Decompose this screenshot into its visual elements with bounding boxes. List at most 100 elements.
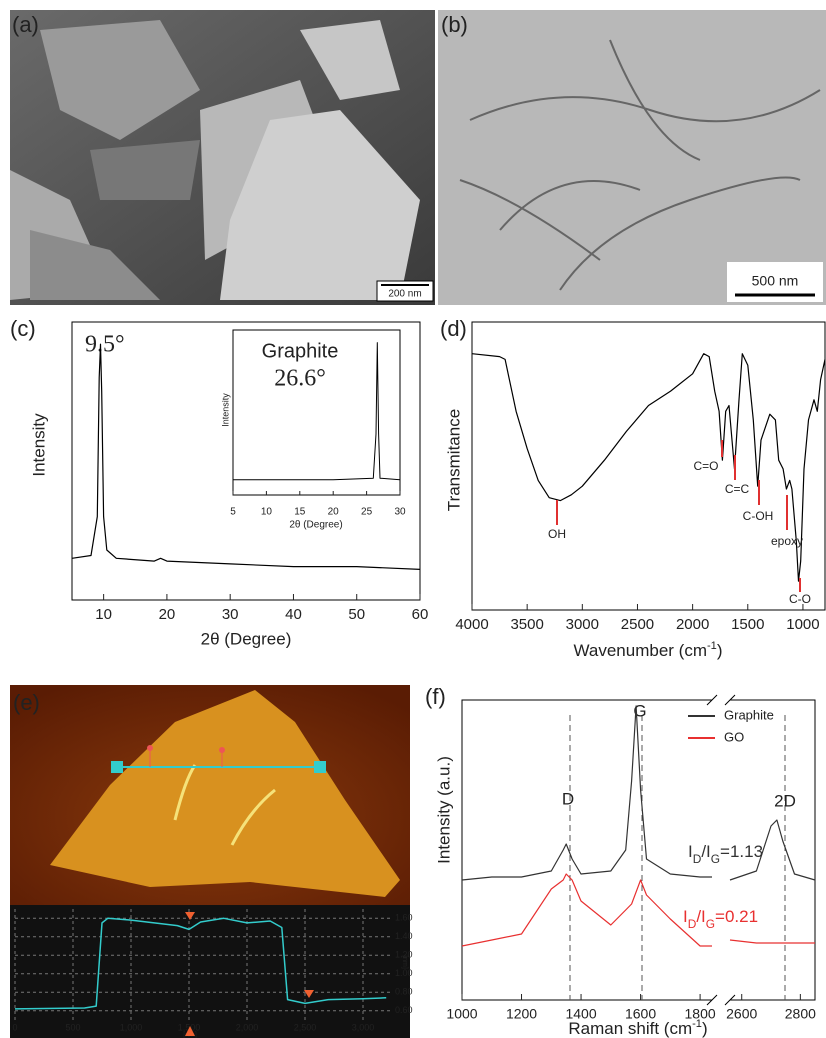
cursor-marker [304, 990, 314, 998]
ratio-label: ID/IG=1.13 [688, 842, 763, 866]
plot-frame [461, 699, 816, 1001]
x-tick-label: 1,500 [178, 1022, 201, 1032]
text-part: =1.13 [720, 842, 763, 861]
x-axis-label: Raman shift (cm-1) [568, 1018, 707, 1038]
x-tick-label: 1500 [731, 616, 764, 633]
x-tick-label: 60 [412, 606, 429, 623]
x-tick-label: 3,000 [352, 1022, 375, 1032]
x-tick-label: 5 [230, 507, 236, 518]
panel-label: (a) [12, 12, 39, 37]
x-tick-label: 1200 [506, 1006, 537, 1022]
peak-label: 2D [774, 791, 796, 810]
x-tick-label: 50 [348, 606, 365, 623]
text-part: ) [702, 1019, 708, 1038]
text-part: ) [717, 641, 723, 660]
panel-label: (d) [440, 316, 467, 341]
ratio-label: ID/IG=0.21 [683, 907, 758, 931]
annotation: C=O [693, 459, 718, 473]
y-unit: [nm] [401, 955, 408, 969]
text-part: /I [701, 842, 710, 861]
legend-label: GO [724, 729, 744, 744]
y-tick-label: 0.60 [395, 1005, 413, 1015]
image-e [10, 685, 410, 1038]
text-part: Wavenumber (cm [573, 641, 707, 660]
panel-label: (e) [13, 690, 40, 715]
text-part: /I [696, 907, 705, 926]
x-tick-label: 1400 [565, 1006, 596, 1022]
y-axis-label: Intensity [29, 413, 48, 477]
y-tick-label: 1.00 [395, 968, 413, 978]
data-line [461, 873, 815, 947]
y-tick-label: 0.80 [395, 987, 413, 997]
x-tick-label: 2000 [676, 616, 709, 633]
x-tick-label: 10 [261, 507, 273, 518]
panel-label: (c) [10, 316, 36, 341]
peak-label: D [562, 789, 574, 808]
data-line [233, 342, 401, 481]
x-tick-label: 3500 [510, 616, 543, 633]
axis-break [706, 694, 736, 1006]
x-tick-label: 40 [285, 606, 302, 623]
text-part: D [688, 917, 697, 931]
y-axis-label: Transmitance [444, 409, 463, 511]
x-tick-label: 0 [12, 1022, 17, 1032]
annotation: epoxy [771, 534, 803, 548]
y-axis-label: Intensity [220, 393, 230, 427]
x-axis-label: 2θ (Degree) [201, 629, 292, 648]
panel-label: (b) [441, 12, 468, 37]
text-part: -1 [707, 640, 717, 652]
data-line [14, 917, 387, 1010]
legend-label: Graphite [724, 707, 774, 722]
y-tick-label: 1.40 [395, 931, 413, 941]
x-tick-label: 10 [95, 606, 112, 623]
text-part: -1 [692, 1018, 702, 1030]
x-tick-label: 1,000 [120, 1022, 143, 1032]
x-tick-label: 30 [394, 507, 406, 518]
x-tick-label: 1600 [625, 1006, 656, 1022]
x-tick-label: 500 [65, 1022, 80, 1032]
x-tick-label: 4000 [455, 616, 488, 633]
text-part: D [693, 852, 702, 866]
text-part: I [688, 842, 693, 861]
x-tick-label: 1800 [685, 1006, 716, 1022]
cursor-marker [185, 1026, 195, 1036]
x-tick-label: 30 [222, 606, 239, 623]
image-b [438, 10, 826, 305]
x-tick-label: 15 [294, 507, 306, 518]
annotation: 9.5° [85, 332, 125, 358]
text-part: G [706, 917, 715, 931]
x-tick-label: 20 [159, 606, 176, 623]
annotation: C-O [789, 592, 811, 606]
annotation: OH [548, 527, 566, 541]
y-tick-label: 1.60 [395, 913, 413, 923]
scale-bar-label: 500 nm [752, 273, 799, 289]
x-axis-label: Wavenumber (cm-1) [573, 640, 722, 661]
text-part: G [711, 852, 720, 866]
x-tick-label: 2500 [621, 616, 654, 633]
x-axis-label: 2θ (Degree) [289, 520, 342, 531]
data-line [461, 705, 816, 881]
x-tick-label: 1000 [786, 616, 819, 633]
x-tick-label: 2,500 [294, 1022, 317, 1032]
y-tick-label: 1.20 [395, 950, 413, 960]
scale-bar-label: 200 nm [388, 289, 421, 300]
plot-frame [71, 321, 421, 601]
x-tick-label: 20 [328, 507, 340, 518]
cursor-marker [185, 912, 195, 920]
annotation: C-OH [743, 509, 774, 523]
plot-frame [471, 321, 826, 611]
x-tick-label: 1000 [446, 1006, 477, 1022]
annotation: 26.6° [274, 366, 326, 392]
text-part: =0.21 [715, 907, 758, 926]
x-tick-label: 2600 [726, 1006, 757, 1022]
inset-frame [232, 329, 401, 496]
annotation: C=C [725, 482, 750, 496]
x-tick-label: 2800 [785, 1006, 816, 1022]
y-axis-label: Intensity (a.u.) [434, 756, 453, 864]
text-part: I [683, 907, 688, 926]
text-part: Raman shift (cm [568, 1019, 692, 1038]
image-a [10, 10, 435, 305]
data-line [71, 343, 421, 570]
panel-label: (f) [425, 684, 446, 709]
